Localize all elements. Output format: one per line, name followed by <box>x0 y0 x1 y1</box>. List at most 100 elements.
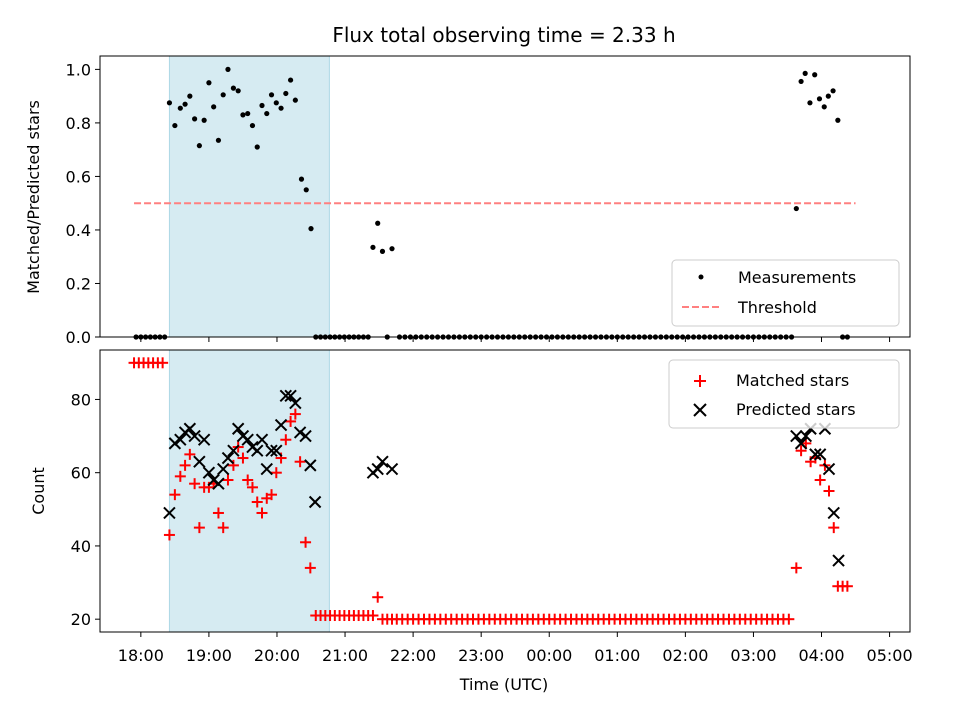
measurement-point <box>206 80 212 86</box>
predicted-marker-b <box>183 422 197 435</box>
measurement-point <box>812 72 818 78</box>
measurement-point <box>192 116 198 122</box>
measurement-point <box>389 246 395 252</box>
measurement-point <box>259 102 265 109</box>
measurement-point <box>821 104 827 110</box>
measurement-point <box>196 143 202 149</box>
predicted-marker-b <box>212 477 225 490</box>
y-tick-label: 80 <box>71 390 91 409</box>
predicted-marker-b <box>270 444 283 457</box>
matched-marker <box>179 459 191 471</box>
predicted-marker-b <box>216 462 230 476</box>
matched-marker <box>828 522 840 534</box>
matched-marker <box>193 522 205 534</box>
predicted-marker <box>202 466 216 479</box>
predicted-marker-b <box>308 495 322 509</box>
x-tick-label: 19:00 <box>186 646 232 665</box>
predicted-marker-b <box>260 462 273 476</box>
measurement-point <box>187 93 193 99</box>
x-tick-label: 01:00 <box>594 646 640 665</box>
predicted-marker-b <box>221 451 235 465</box>
matched-marker <box>169 489 181 501</box>
measurement-point <box>215 137 222 143</box>
predicted-marker <box>270 444 283 457</box>
matched-marker <box>174 470 186 482</box>
predicted-marker-b <box>289 396 302 410</box>
measurement-point <box>177 105 183 111</box>
predicted-marker-b <box>279 389 293 402</box>
matched-marker <box>294 456 306 468</box>
predicted-marker-b <box>822 462 836 476</box>
measurement-point <box>182 101 188 107</box>
x-tick-label: 04:00 <box>798 646 844 665</box>
matched-marker <box>242 474 254 486</box>
x-tick-label: 23:00 <box>458 646 504 665</box>
predicted-marker <box>221 451 235 465</box>
predicted-marker <box>827 506 840 520</box>
x-tick-label: 00:00 <box>526 646 572 665</box>
matched-marker <box>184 448 196 460</box>
bottom-y-axis-label: Count <box>29 467 48 515</box>
predicted-marker-b <box>255 433 269 446</box>
predicted-marker <box>227 444 240 457</box>
top-plot-frame <box>99 55 911 338</box>
matched-legend-marker <box>694 375 706 387</box>
predicted-marker <box>809 448 822 461</box>
predicted-marker-b <box>174 433 187 446</box>
predicted-marker-b <box>284 389 297 402</box>
predicted-marker-b <box>241 433 254 446</box>
predicted-marker <box>293 426 307 439</box>
measurement-point <box>249 122 256 129</box>
measurement-point <box>370 244 376 250</box>
predicted-star-markers <box>163 389 845 567</box>
matched-legend-label: Matched stars <box>736 371 849 390</box>
observing-window-top <box>168 55 330 338</box>
matched-marker <box>783 613 795 625</box>
matched-marker <box>300 536 312 548</box>
predicted-marker <box>289 396 302 410</box>
y-tick-label: 0.8 <box>66 114 91 133</box>
x-axis-label: Time (UTC) <box>459 675 548 694</box>
predicted-marker-b <box>251 444 264 457</box>
predicted-marker <box>174 433 187 446</box>
predicted-legend-marker <box>693 403 707 417</box>
measurement-point <box>211 104 217 110</box>
predicted-marker <box>304 459 317 472</box>
bottom-x-ticks: 18:00 19:00 20:00 21:00 22:00 23:00 00:00 01:00… <box>118 632 913 665</box>
measurement-point <box>201 117 207 123</box>
predicted-marker-b <box>794 437 808 450</box>
predicted-marker <box>241 433 254 446</box>
predicted-marker-b <box>809 448 822 461</box>
measurement-point <box>793 205 799 212</box>
top-y-ticks: 0.0 0.2 0.4 0.6 0.8 1.0 <box>66 60 100 347</box>
measurement-point <box>268 92 275 98</box>
matched-marker <box>157 357 169 369</box>
predicted-marker-b <box>197 433 211 446</box>
predicted-marker <box>284 389 297 402</box>
bottom-legend: Matched stars Predicted stars <box>668 359 900 429</box>
measurement-point <box>308 226 314 232</box>
measurements-legend-marker <box>698 274 704 280</box>
bottom-panel: 20 40 60 80 18:00 19:00 20:00 21:00 22:00 23:00 0… <box>29 349 913 694</box>
x-tick-label: 02:00 <box>662 646 708 665</box>
matched-marker <box>304 562 316 574</box>
measurement-point <box>835 117 841 123</box>
y-tick-label: 0.6 <box>66 167 91 186</box>
measurement-point <box>802 70 808 76</box>
predicted-marker <box>216 462 230 476</box>
measurement-point <box>172 122 178 129</box>
matched-marker <box>246 481 258 493</box>
predicted-marker <box>813 448 827 461</box>
measurements-legend-label: Measurements <box>738 268 856 287</box>
predicted-marker <box>790 429 803 443</box>
predicted-marker <box>231 422 245 435</box>
x-tick-label: 20:00 <box>254 646 300 665</box>
measurement-point <box>375 220 381 226</box>
predicted-marker-b <box>371 462 384 476</box>
measurement-point <box>379 248 386 254</box>
y-tick-label: 1.0 <box>66 60 91 79</box>
predicted-marker <box>163 506 176 520</box>
chart-title: Flux total observing time = 2.33 h <box>332 23 675 47</box>
y-tick-label: 40 <box>71 537 91 556</box>
